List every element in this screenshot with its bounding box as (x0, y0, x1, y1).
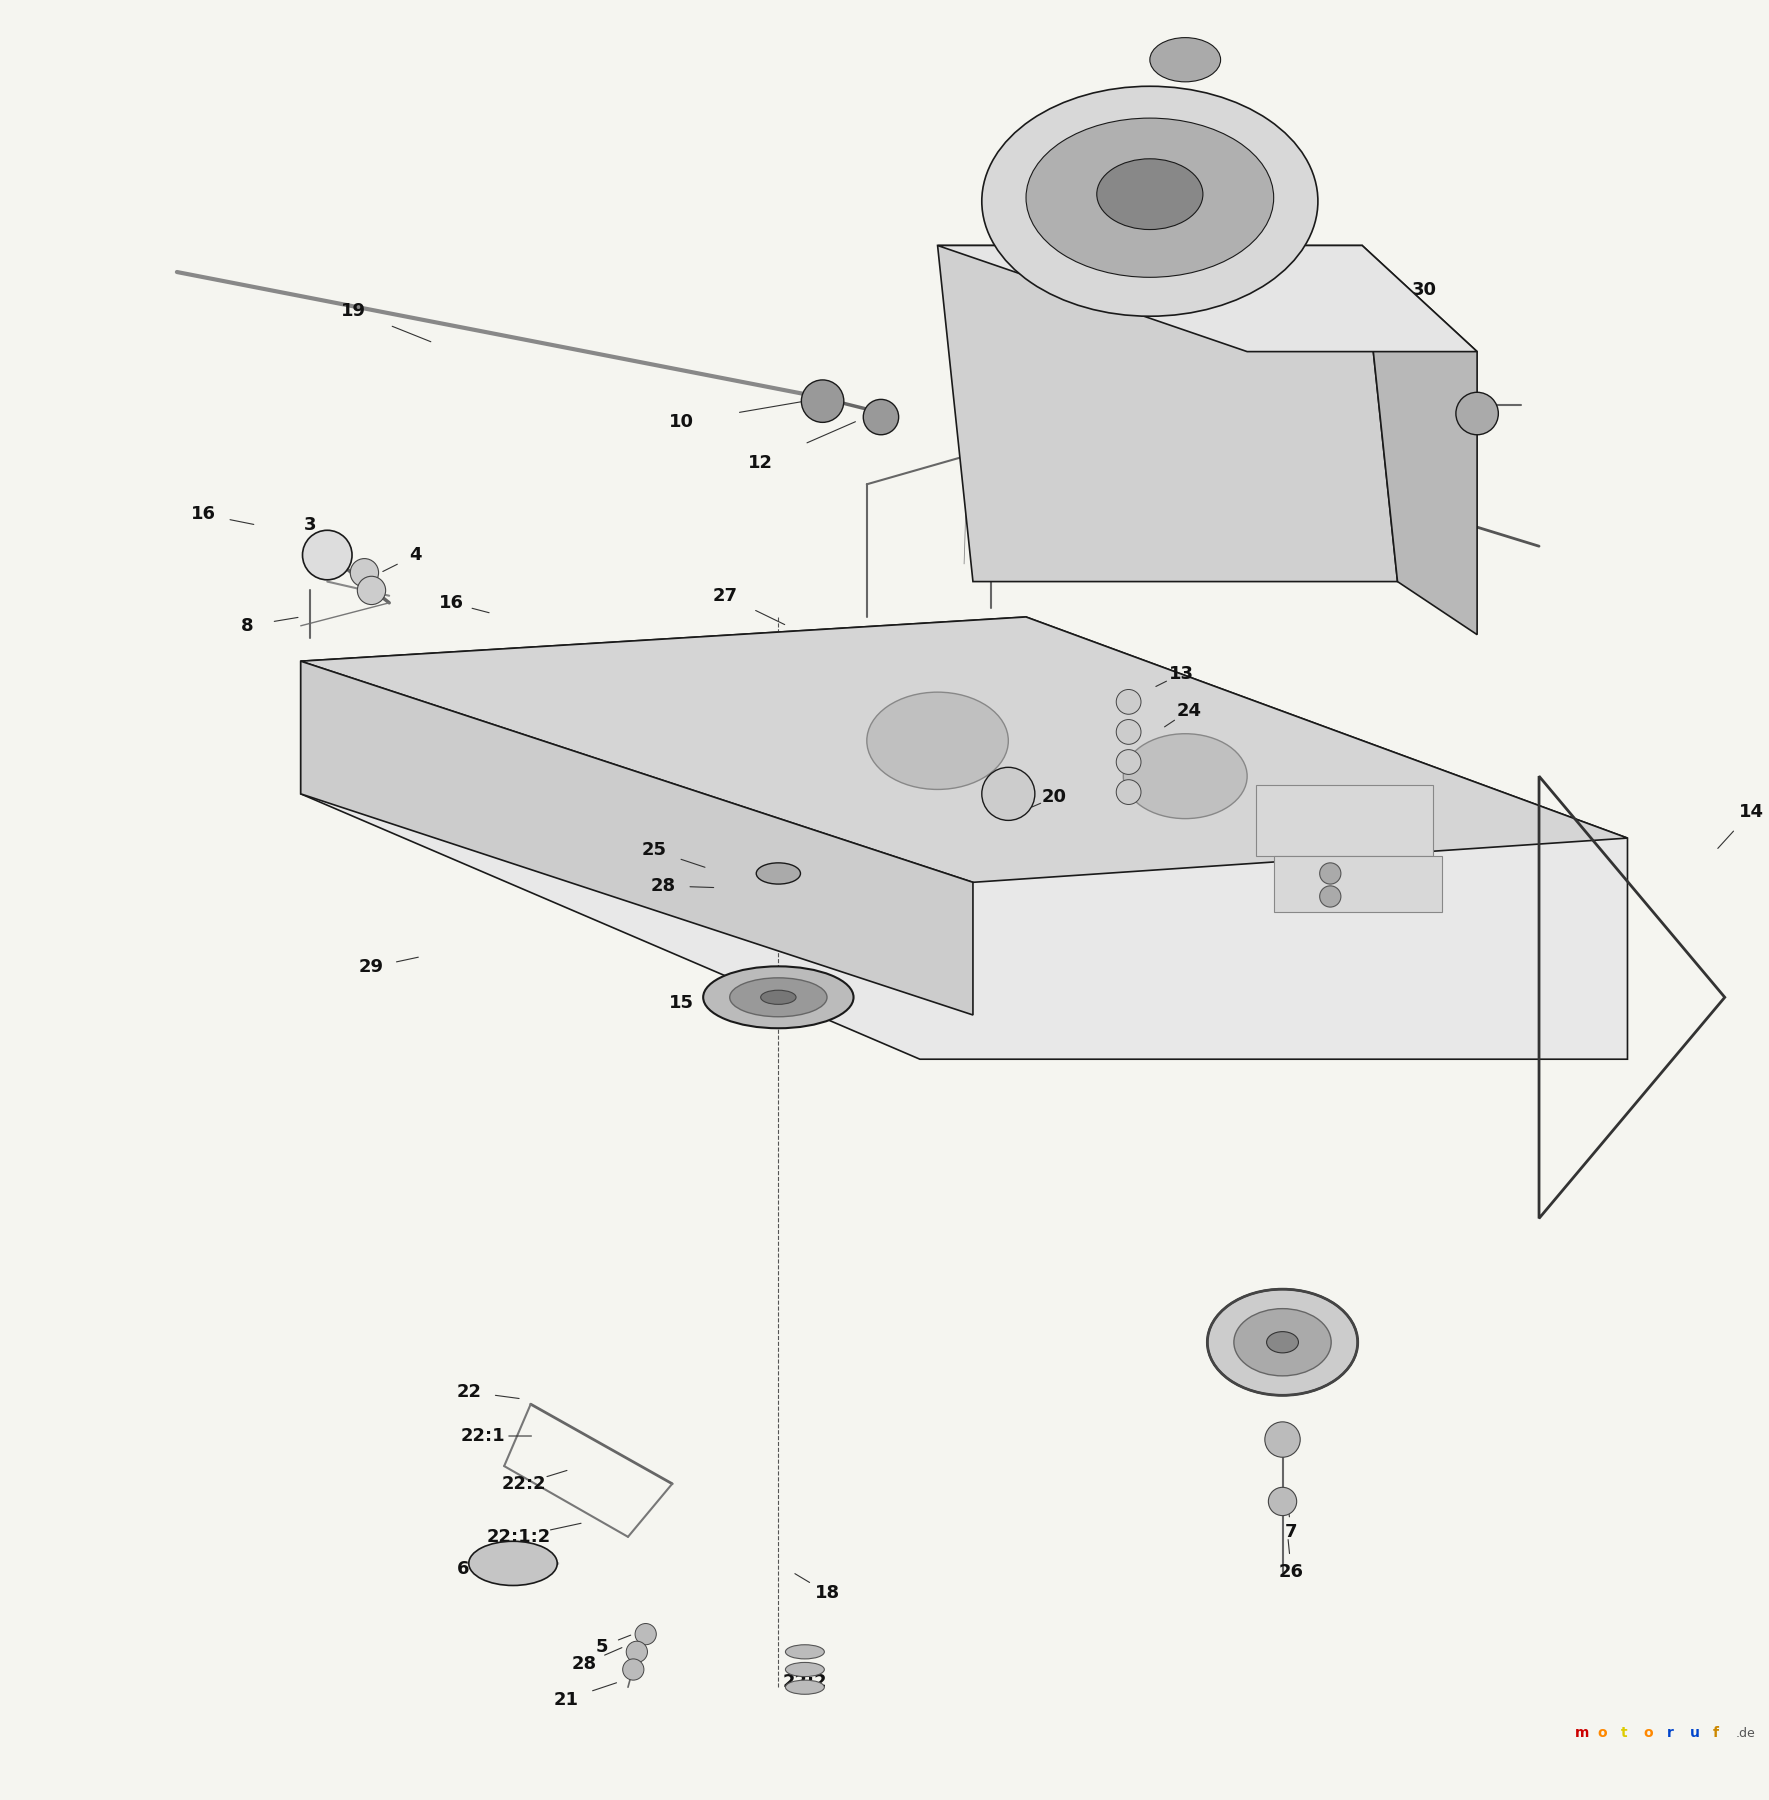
Circle shape (357, 576, 386, 605)
Text: 28: 28 (571, 1656, 596, 1674)
Text: 8: 8 (241, 617, 255, 635)
Text: 13: 13 (1169, 664, 1194, 682)
Polygon shape (938, 245, 1477, 351)
Ellipse shape (867, 693, 1008, 790)
Ellipse shape (1097, 158, 1203, 230)
Text: 25: 25 (642, 841, 667, 859)
Text: 6: 6 (456, 1559, 471, 1577)
Text: 16: 16 (439, 594, 463, 612)
Text: 28: 28 (651, 877, 676, 895)
Text: 14: 14 (1739, 803, 1764, 821)
Circle shape (1320, 886, 1341, 907)
FancyBboxPatch shape (1274, 855, 1442, 913)
Text: 11: 11 (1394, 400, 1419, 418)
Text: m: m (1574, 1726, 1589, 1741)
Text: 22:1: 22:1 (460, 1427, 506, 1445)
Polygon shape (1362, 245, 1477, 635)
Ellipse shape (704, 967, 854, 1028)
Circle shape (302, 531, 352, 580)
Ellipse shape (785, 1663, 824, 1676)
Ellipse shape (731, 977, 828, 1017)
Circle shape (863, 400, 899, 436)
Text: 26: 26 (1279, 1562, 1304, 1580)
Text: 22:2: 22:2 (782, 1672, 828, 1690)
Text: o: o (1597, 1726, 1606, 1741)
FancyBboxPatch shape (1256, 785, 1433, 855)
Text: 9: 9 (984, 752, 998, 770)
Circle shape (1116, 720, 1141, 745)
Circle shape (1116, 749, 1141, 774)
Ellipse shape (1026, 119, 1274, 277)
Text: 22: 22 (456, 1382, 481, 1400)
Text: u: u (1689, 1726, 1700, 1741)
Circle shape (350, 558, 379, 587)
Text: 17: 17 (1336, 1337, 1360, 1355)
Circle shape (1456, 392, 1498, 436)
Ellipse shape (1150, 38, 1221, 81)
Text: 19: 19 (341, 302, 366, 320)
Text: 22:2: 22:2 (501, 1474, 547, 1492)
Text: 27: 27 (713, 587, 738, 605)
Ellipse shape (1206, 1289, 1359, 1395)
Text: 21: 21 (554, 1690, 578, 1708)
Ellipse shape (757, 862, 800, 884)
Circle shape (626, 1642, 647, 1663)
Circle shape (635, 1624, 656, 1645)
Text: r: r (1666, 1726, 1673, 1741)
Text: 16: 16 (191, 506, 216, 524)
Text: 15: 15 (669, 994, 693, 1012)
Circle shape (1265, 1422, 1300, 1458)
Text: 20: 20 (1042, 788, 1067, 806)
Text: 12: 12 (748, 454, 773, 472)
Ellipse shape (469, 1541, 557, 1586)
Circle shape (623, 1660, 644, 1679)
Circle shape (801, 380, 844, 423)
Circle shape (1268, 1487, 1297, 1516)
Text: 5: 5 (594, 1638, 609, 1656)
Text: 29: 29 (359, 958, 384, 976)
Text: 4: 4 (409, 545, 423, 563)
Text: 24: 24 (1176, 702, 1201, 720)
Text: o: o (1643, 1726, 1652, 1741)
Ellipse shape (785, 1679, 824, 1694)
Text: .de: .de (1735, 1728, 1755, 1741)
Text: 24: 24 (1390, 873, 1415, 891)
Text: 1: 1 (1396, 839, 1410, 857)
Text: 3: 3 (302, 517, 317, 535)
Text: f: f (1712, 1726, 1718, 1741)
Ellipse shape (761, 990, 796, 1004)
Circle shape (1116, 779, 1141, 805)
Circle shape (1320, 862, 1341, 884)
Polygon shape (301, 617, 1627, 1058)
Text: 22:1:2: 22:1:2 (486, 1528, 550, 1546)
Polygon shape (301, 661, 973, 1015)
Circle shape (1116, 689, 1141, 715)
Ellipse shape (1267, 1332, 1298, 1354)
Text: 31: 31 (1191, 770, 1215, 788)
Circle shape (982, 767, 1035, 821)
Ellipse shape (1235, 1309, 1332, 1375)
Text: 30: 30 (1412, 281, 1436, 299)
Ellipse shape (1123, 734, 1247, 819)
Text: t: t (1620, 1726, 1627, 1741)
Text: 10: 10 (669, 414, 693, 432)
Polygon shape (938, 245, 1398, 581)
Ellipse shape (785, 1645, 824, 1660)
Text: 18: 18 (816, 1584, 840, 1602)
Polygon shape (301, 617, 1627, 882)
Ellipse shape (982, 86, 1318, 317)
Text: 7: 7 (1284, 1523, 1298, 1541)
